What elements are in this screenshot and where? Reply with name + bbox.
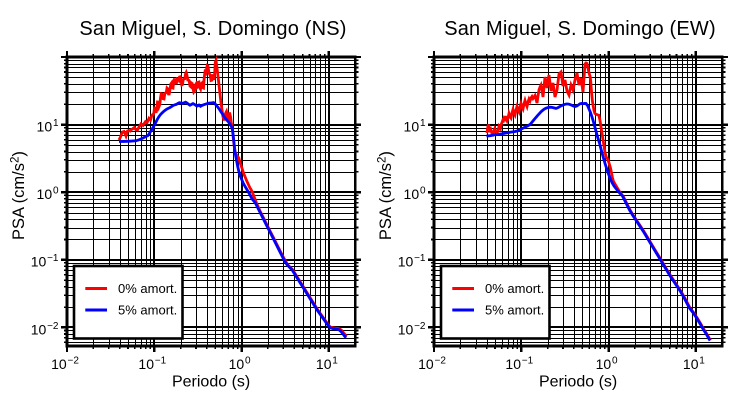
svg-text:Periodo (s): Periodo (s) — [172, 374, 250, 391]
svg-text:0% amort.: 0% amort. — [118, 281, 177, 296]
svg-text:5% amort.: 5% amort. — [118, 303, 177, 318]
svg-text:San Miguel, S. Domingo (EW): San Miguel, S. Domingo (EW) — [444, 18, 716, 40]
svg-text:PSA (cm/s2): PSA (cm/s2) — [10, 151, 29, 240]
svg-text:0% amort.: 0% amort. — [485, 281, 544, 296]
svg-text:5% amort.: 5% amort. — [485, 303, 544, 318]
svg-text:Periodo (s): Periodo (s) — [539, 374, 617, 391]
svg-text:PSA (cm/s2): PSA (cm/s2) — [377, 151, 396, 240]
svg-text:San Miguel, S. Domingo (NS): San Miguel, S. Domingo (NS) — [79, 18, 346, 40]
